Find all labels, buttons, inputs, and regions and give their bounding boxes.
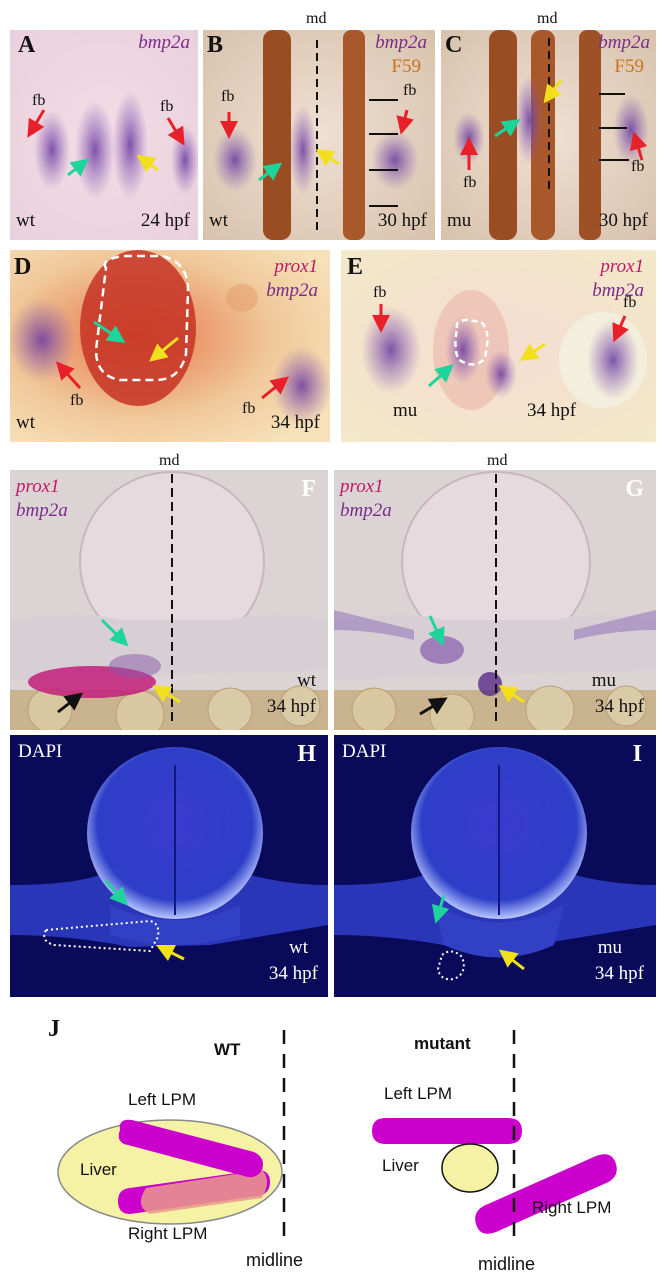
panel-a-image [10,30,198,240]
fb-label-left: fb [463,174,477,191]
panel-label: J [48,1016,60,1042]
fb-label-left: fb [70,392,84,409]
fb-label-right: fb [623,294,637,311]
panel-label: A [18,32,36,58]
fb-label-right: fb [160,98,174,115]
midline-label: md [537,10,558,27]
panel-h: DAPI H wt 34 hpf [10,735,328,997]
midline-label: md [159,452,180,469]
panel-a: A bmp2a fb fb wt 24 hpf [10,30,198,240]
panel-c: C bmp2a F59 fb fb mu 30 hpf [441,30,656,240]
panel-f: prox1 bmp2a F wt 34 hpf [10,470,328,730]
gene-label: bmp2a [138,32,190,53]
wt-left-lpm-label: Left LPM [128,1090,197,1109]
stage-label: 30 hpf [598,210,648,231]
midline-label: md [306,10,327,27]
panel-b: B bmp2a F59 fb fb wt 30 hpf [203,30,435,240]
fb-label-right: fb [242,400,256,417]
stain-label: DAPI [18,741,63,762]
panel-i: DAPI I mu 34 hpf [334,735,656,997]
gene1-label: prox1 [16,476,60,497]
gene2-label: bmp2a [592,280,644,301]
genotype-label: wt [16,210,35,231]
panel-e: E prox1 bmp2a fb fb mu 34 hpf [341,250,656,442]
stage-label: 30 hpf [377,210,427,231]
gene1-label: prox1 [340,476,384,497]
panel-g-image [334,470,656,730]
panel-label: C [445,32,463,58]
gene-label: bmp2a [375,32,427,53]
stage-label: 34 hpf [594,696,644,717]
panel-b-image [203,30,435,240]
gene2-label: bmp2a [266,280,318,301]
stage-label: 34 hpf [266,696,316,717]
gene1-label: prox1 [600,256,644,277]
diagram-j-graphic [0,1010,666,1280]
mutant-right-lpm-label: Right LPM [532,1198,612,1217]
stage-label: 34 hpf [527,400,577,421]
wt-liver-label: Liver [80,1160,117,1179]
genotype-label: mu [447,210,472,231]
marker-label: F59 [391,56,421,77]
mutant-title: mutant [414,1034,471,1053]
panel-label: B [207,32,224,58]
midline-label: md [487,452,508,469]
diagram-j: J WT Left LPM Liver Right LPM midline mu… [0,1010,666,1280]
fb-label-right: fb [403,82,417,99]
gene1-label: prox1 [274,256,318,277]
panel-d-image [10,250,330,442]
mutant-midline-label: midline [478,1254,536,1274]
fb-label-right: fb [631,158,645,175]
genotype-label: wt [297,670,316,691]
fb-label-left: fb [373,284,387,301]
panel-e-image [341,250,656,442]
gene-label: bmp2a [598,32,650,53]
wt-midline-label: midline [246,1250,304,1270]
fb-label-left: fb [221,88,235,105]
genotype-label: mu [591,670,616,691]
panel-i-image [334,735,656,997]
panel-g: prox1 bmp2a G mu 34 hpf [334,470,656,730]
genotype-label: mu [393,400,418,421]
genotype-label: mu [597,937,622,958]
stage-label: 24 hpf [140,210,190,231]
panel-f-image [10,470,328,730]
fb-label-left: fb [32,92,46,109]
mutant-left-lpm-label: Left LPM [384,1084,453,1103]
stain-label: DAPI [342,741,387,762]
panel-d: D prox1 bmp2a fb fb wt 34 hpf [10,250,330,442]
panel-label: D [14,254,32,280]
panel-h-image [10,735,328,997]
panel-label: I [632,741,642,767]
wt-right-lpm-label: Right LPM [128,1224,208,1243]
marker-label: F59 [614,56,644,77]
mutant-liver-label: Liver [382,1156,419,1175]
genotype-label: wt [289,937,308,958]
stage-label: 34 hpf [268,963,318,984]
gene2-label: bmp2a [16,500,68,521]
panel-label: F [301,476,316,502]
stage-label: 34 hpf [594,963,644,984]
gene2-label: bmp2a [340,500,392,521]
wt-title: WT [214,1040,241,1059]
stage-label: 34 hpf [270,412,320,433]
panel-label: E [347,254,364,280]
genotype-label: wt [16,412,35,433]
genotype-label: wt [209,210,228,231]
panel-label: G [625,476,644,502]
panel-c-image [441,30,656,240]
panel-label: H [297,741,316,767]
